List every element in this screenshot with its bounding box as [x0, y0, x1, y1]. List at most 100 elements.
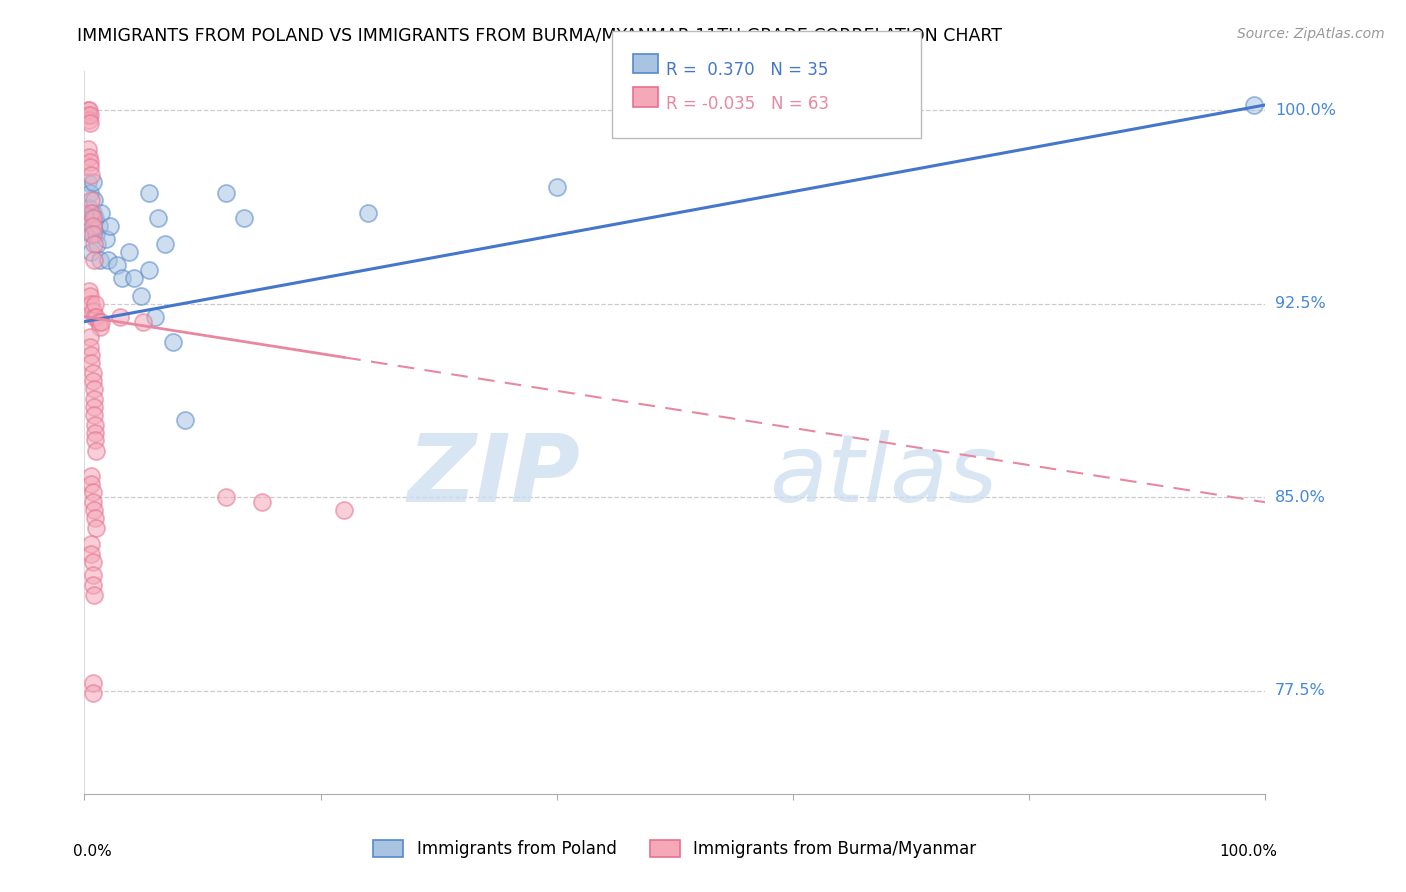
Point	[79, 211, 101, 226]
Point	[83, 392, 105, 406]
Point	[80, 227, 103, 241]
Text: 0.0%: 0.0%	[73, 845, 111, 860]
Point	[79, 108, 101, 122]
Point	[82, 495, 104, 509]
Point	[77, 108, 100, 122]
Point	[232, 211, 254, 226]
Text: 85.0%: 85.0%	[1275, 490, 1326, 505]
Point	[79, 289, 101, 303]
Point	[90, 315, 112, 329]
Point	[138, 263, 160, 277]
Point	[129, 289, 152, 303]
Text: R =  0.370   N = 35: R = 0.370 N = 35	[666, 61, 828, 78]
Point	[83, 408, 105, 422]
Point	[82, 366, 104, 380]
Point	[79, 186, 101, 200]
Point	[357, 206, 380, 220]
Point	[84, 227, 107, 241]
Point	[138, 186, 160, 200]
Point	[215, 490, 238, 504]
Point	[122, 270, 145, 285]
Point	[162, 335, 184, 350]
Point	[77, 142, 100, 156]
Point	[97, 252, 120, 267]
Point	[82, 485, 104, 500]
Point	[333, 503, 356, 517]
Point	[87, 315, 110, 329]
Point	[77, 149, 100, 163]
Point	[153, 237, 176, 252]
Point	[84, 296, 107, 310]
Point	[89, 252, 111, 267]
Point	[90, 206, 112, 220]
Point	[82, 304, 104, 318]
Point	[80, 245, 103, 260]
Point	[82, 211, 104, 226]
Text: 77.5%: 77.5%	[1275, 683, 1326, 698]
Text: ZIP: ZIP	[408, 430, 581, 522]
Point	[82, 206, 104, 220]
Point	[84, 510, 107, 524]
Text: 100.0%: 100.0%	[1219, 845, 1277, 860]
Point	[83, 382, 105, 396]
Point	[80, 348, 103, 362]
Point	[80, 168, 103, 182]
Point	[111, 270, 134, 285]
Point	[82, 676, 104, 690]
Point	[83, 194, 105, 208]
Point	[83, 252, 105, 267]
Point	[79, 330, 101, 344]
Point	[77, 103, 100, 117]
Point	[87, 219, 110, 234]
Point	[250, 495, 273, 509]
Point	[82, 567, 104, 582]
Point	[80, 206, 103, 220]
Point	[82, 555, 104, 569]
Point	[173, 413, 195, 427]
Point	[79, 341, 101, 355]
Legend: Immigrants from Poland, Immigrants from Burma/Myanmar: Immigrants from Poland, Immigrants from …	[367, 833, 983, 865]
Point	[84, 434, 107, 448]
Point	[82, 175, 104, 189]
Point	[82, 578, 104, 592]
Point	[84, 310, 107, 324]
Point	[108, 310, 131, 324]
Point	[89, 319, 111, 334]
Point	[84, 211, 107, 226]
Point	[84, 417, 107, 432]
Point	[77, 284, 100, 298]
Point	[80, 356, 103, 370]
Point	[146, 211, 169, 226]
Point	[82, 686, 104, 700]
Point	[77, 201, 100, 215]
Point	[83, 237, 105, 252]
Point	[107, 258, 129, 272]
Point	[118, 245, 141, 260]
Point	[82, 227, 104, 241]
Point	[79, 160, 101, 174]
Text: 100.0%: 100.0%	[1275, 103, 1336, 118]
Text: 92.5%: 92.5%	[1275, 296, 1326, 311]
Point	[83, 400, 105, 414]
Point	[84, 521, 107, 535]
Point	[132, 315, 155, 329]
Point	[86, 237, 108, 252]
Point	[1243, 98, 1265, 112]
Point	[83, 503, 105, 517]
Point	[546, 180, 568, 194]
Point	[82, 219, 104, 234]
Point	[79, 154, 101, 169]
Point	[143, 310, 166, 324]
Text: R = -0.035   N = 63: R = -0.035 N = 63	[666, 95, 830, 112]
Point	[80, 477, 103, 491]
Point	[80, 536, 103, 550]
Text: IMMIGRANTS FROM POLAND VS IMMIGRANTS FROM BURMA/MYANMAR 11TH GRADE CORRELATION C: IMMIGRANTS FROM POLAND VS IMMIGRANTS FRO…	[77, 27, 1002, 45]
Text: atlas: atlas	[769, 431, 998, 522]
Point	[77, 103, 100, 117]
Point	[82, 374, 104, 388]
Point	[77, 175, 100, 189]
Point	[83, 588, 105, 602]
Point	[94, 232, 117, 246]
Point	[215, 186, 238, 200]
Point	[80, 296, 103, 310]
